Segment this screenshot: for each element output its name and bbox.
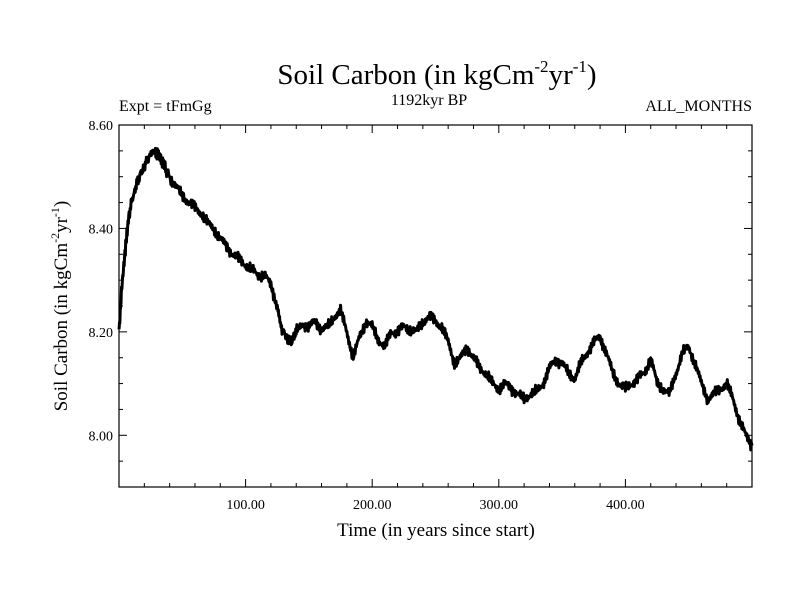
x-tick-label: 200.00 bbox=[353, 498, 392, 513]
y-tick-label: 8.20 bbox=[89, 326, 114, 341]
y-tick-label: 8.60 bbox=[89, 119, 114, 134]
x-tick-label: 300.00 bbox=[480, 498, 519, 513]
plot-area-frame bbox=[118, 124, 753, 488]
time-period-label: 1192kyr BP bbox=[391, 92, 467, 109]
x-axis-ticks bbox=[143, 125, 728, 487]
x-axis-label: Time (in years since start) bbox=[337, 520, 535, 541]
y-axis-label-end: ) bbox=[51, 201, 72, 207]
chart-title: Soil Carbon (in kgCm-2yr-1) bbox=[277, 57, 596, 91]
y-axis-ticks bbox=[119, 150, 752, 462]
y-axis-label-main: Soil Carbon (in kgCm bbox=[51, 243, 72, 412]
months-label: ALL_MONTHS bbox=[645, 98, 752, 115]
chart-title-end: ) bbox=[587, 59, 597, 91]
series-line-soil-carbon bbox=[117, 146, 754, 452]
chart-title-sup2: -1 bbox=[573, 57, 587, 76]
x-axis-tick-labels: 100.00 200.00 300.00 400.00 bbox=[226, 498, 644, 513]
y-axis-label-sup1: -2 bbox=[48, 233, 62, 243]
x-tick-label: 100.00 bbox=[226, 498, 265, 513]
experiment-label: Expt = tFmGg bbox=[119, 98, 212, 115]
y-tick-label: 8.00 bbox=[89, 429, 114, 444]
chart-title-main: Soil Carbon (in kgCm bbox=[277, 59, 534, 91]
y-axis-tick-labels: 8.00 8.20 8.40 8.60 bbox=[89, 119, 114, 444]
y-tick-label: 8.40 bbox=[89, 222, 114, 237]
y-axis-label: Soil Carbon (in kgCm-2yr-1) bbox=[48, 201, 72, 412]
x-tick-label: 400.00 bbox=[606, 498, 645, 513]
chart-title-sup1: -2 bbox=[534, 57, 548, 76]
series-group bbox=[117, 146, 754, 452]
y-axis-label-mid: yr bbox=[51, 216, 72, 233]
y-axis-label-sup2: -1 bbox=[48, 207, 62, 217]
chart-title-mid: yr bbox=[549, 59, 574, 91]
